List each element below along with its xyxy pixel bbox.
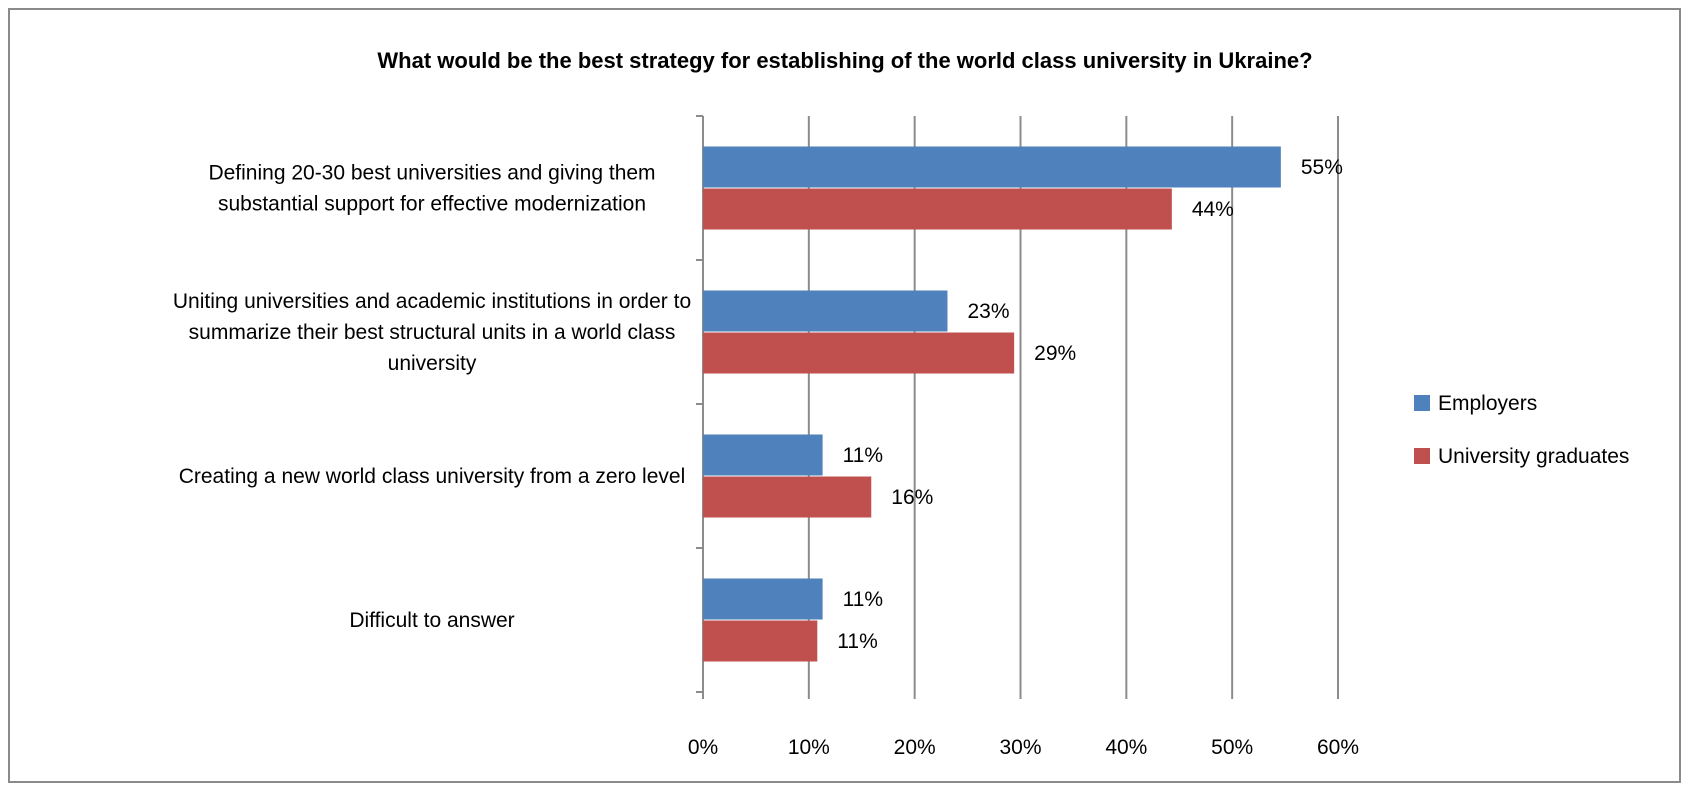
legend-label: Employers xyxy=(1438,392,1537,415)
category-label: Uniting universities and academic instit… xyxy=(173,290,691,375)
x-tick-label: 0% xyxy=(688,736,718,759)
category-label: Defining 20-30 best universities and giv… xyxy=(208,162,655,216)
chart-frame xyxy=(8,8,1681,783)
bar xyxy=(703,146,1281,188)
x-tick-label: 30% xyxy=(999,736,1041,759)
category-label: Difficult to answer xyxy=(349,609,514,632)
bar xyxy=(703,578,823,620)
x-tick-label: 50% xyxy=(1211,736,1253,759)
x-tick-label: 20% xyxy=(894,736,936,759)
data-label: 23% xyxy=(967,300,1009,323)
x-tick-label: 60% xyxy=(1317,736,1359,759)
data-label: 29% xyxy=(1034,342,1076,365)
x-tick-label: 10% xyxy=(788,736,830,759)
data-label: 11% xyxy=(843,444,883,467)
chart-title: What would be the best strategy for esta… xyxy=(377,48,1312,73)
legend-swatch xyxy=(1414,395,1430,411)
bar xyxy=(703,332,1015,374)
legend-swatch xyxy=(1414,448,1430,464)
bar xyxy=(703,434,823,476)
legend-label: University graduates xyxy=(1438,445,1629,468)
data-label: 11% xyxy=(837,630,877,653)
data-label: 55% xyxy=(1301,156,1343,179)
bar xyxy=(703,620,818,662)
data-label: 11% xyxy=(843,588,883,611)
data-label: 16% xyxy=(891,486,933,509)
bar xyxy=(703,290,948,332)
x-tick-label: 40% xyxy=(1105,736,1147,759)
bar xyxy=(703,188,1172,230)
category-label: Creating a new world class university fr… xyxy=(179,465,686,488)
data-label: 44% xyxy=(1192,198,1234,221)
bar xyxy=(703,476,872,518)
